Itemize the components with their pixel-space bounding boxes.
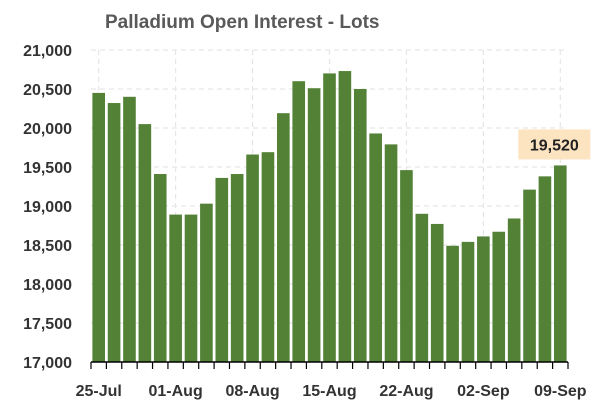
bar: [461, 241, 475, 362]
y-tick-label: 19,500: [23, 160, 72, 177]
bar: [369, 133, 382, 362]
bar: [184, 214, 198, 362]
x-tick-label: 02-Sep: [457, 383, 510, 400]
callout-box: [518, 129, 591, 160]
x-tick-label: 08-Aug: [225, 383, 279, 400]
bar: [277, 113, 290, 363]
bar: [246, 154, 259, 362]
bar: [538, 176, 552, 362]
bar: [492, 231, 506, 362]
bar: [292, 81, 306, 362]
x-tick-label: 15-Aug: [302, 383, 356, 400]
y-tick-label: 19,000: [23, 199, 72, 216]
bar: [415, 213, 429, 362]
x-axis: 25-Jul 01-Aug 08-Aug 15-Aug 22-Aug 02-Sep 09-S…: [76, 361, 587, 400]
bar: [107, 103, 121, 362]
bar: [92, 92, 106, 363]
y-tick-label: 18,000: [23, 277, 72, 294]
bar: [507, 218, 521, 362]
y-tick-label: 20,500: [23, 82, 72, 99]
x-tick-label: 25-Jul: [76, 383, 122, 400]
x-tick-label: 22-Aug: [379, 383, 433, 400]
bar: [200, 203, 213, 362]
y-tick-label: 21,000: [23, 43, 72, 60]
bars: [92, 71, 567, 363]
bar: [307, 88, 321, 362]
bar: [215, 177, 229, 362]
bar: [384, 144, 398, 362]
bar: [523, 189, 536, 362]
bar: [123, 96, 136, 363]
bar: [323, 73, 336, 363]
bar: [446, 245, 459, 362]
bar: [230, 174, 244, 362]
bar: [153, 174, 167, 362]
bar: [553, 165, 567, 362]
bar: [400, 170, 413, 362]
bar: [477, 236, 490, 362]
x-tick-label: 09-Sep: [534, 383, 587, 400]
bar: [338, 71, 352, 362]
bar: [353, 89, 367, 362]
bar: [430, 223, 444, 362]
chart-title: Palladium Open Interest - Lots: [105, 12, 380, 33]
y-axis: 17,000 17,500 18,000 18,500 19,000 19,500 20,0…: [23, 43, 72, 372]
last-value-callout: 19,520: [518, 129, 591, 160]
x-tick-label: 01-Aug: [149, 383, 203, 400]
bar: [261, 152, 275, 362]
y-tick-label: 17,000: [23, 355, 72, 372]
callout-label: 19,520: [530, 137, 579, 154]
bar: [138, 124, 152, 362]
bar: [169, 214, 182, 362]
y-tick-label: 17,500: [23, 316, 72, 333]
y-tick-label: 18,500: [23, 238, 72, 255]
y-tick-label: 20,000: [23, 121, 72, 138]
